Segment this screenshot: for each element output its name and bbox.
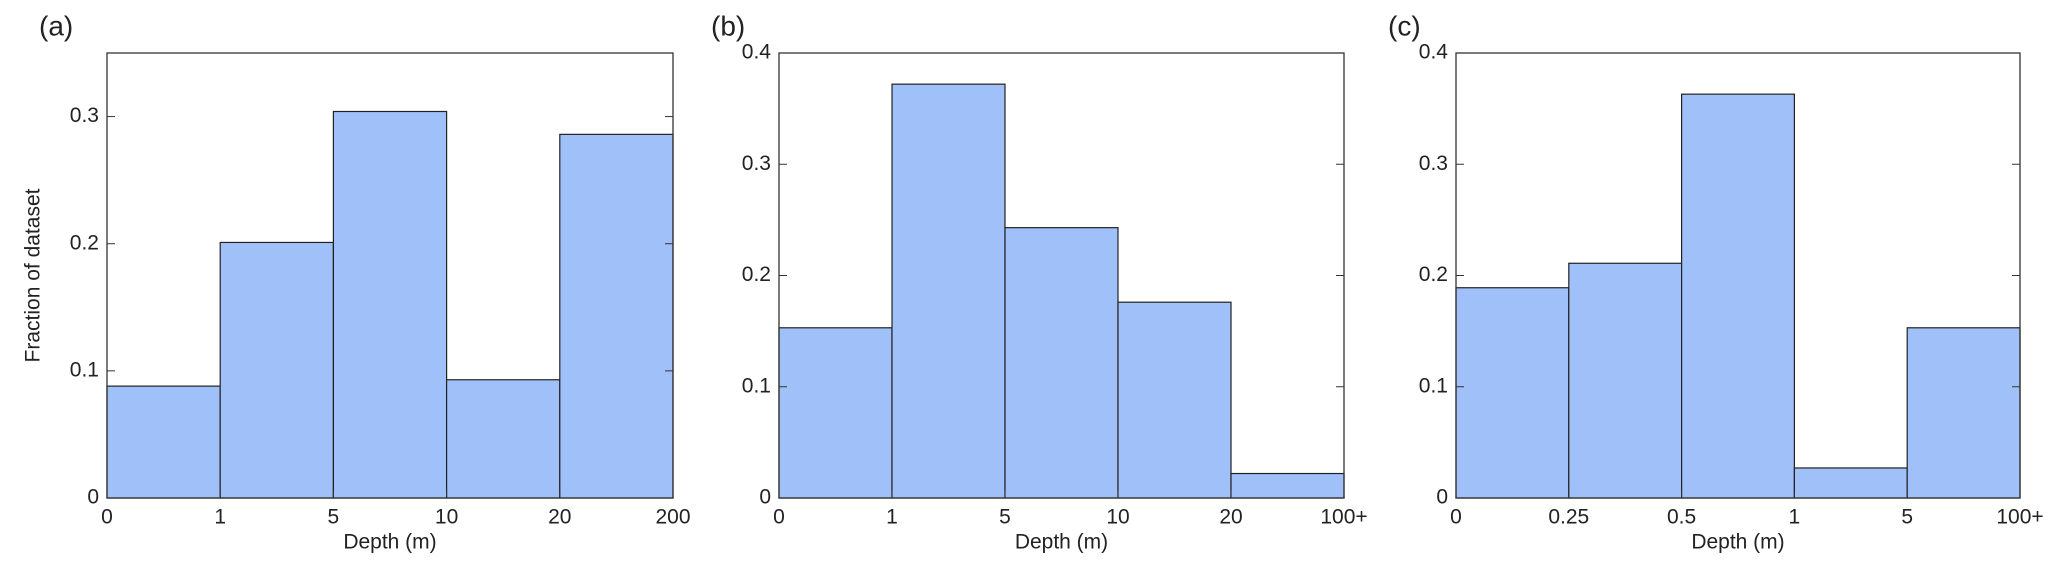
x-tick-label: 5 xyxy=(1901,506,1913,529)
y-tick-label: 0.2 xyxy=(70,231,99,254)
bar xyxy=(1230,472,1345,499)
y-tick-label: 0.3 xyxy=(70,104,99,127)
x-tick-label: 20 xyxy=(548,506,571,529)
bar xyxy=(219,241,334,499)
bar xyxy=(332,110,448,499)
y-tick-label: 0.1 xyxy=(70,358,99,381)
y-tick-label: 0.1 xyxy=(742,374,771,397)
panel-label: (a) xyxy=(39,10,73,41)
x-tick-label: 0.5 xyxy=(1667,506,1696,529)
x-tick-label: 20 xyxy=(1219,506,1242,529)
x-tick-label: 0 xyxy=(773,506,785,529)
bar xyxy=(1680,93,1795,499)
x-tick-label: 200 xyxy=(655,506,690,529)
y-tick-label: 0.3 xyxy=(742,152,771,175)
bar xyxy=(1793,467,1908,499)
x-tick-label: 10 xyxy=(435,506,458,529)
x-tick-label: 1 xyxy=(886,506,898,529)
x-tick-label: 1 xyxy=(214,506,226,529)
y-axis-label: Fraction of dataset xyxy=(22,188,45,362)
x-axis-label: Depth (m) xyxy=(343,531,436,554)
x-tick-label: 0 xyxy=(1450,506,1462,529)
bar xyxy=(778,327,893,499)
x-tick-label: 5 xyxy=(999,506,1011,529)
y-tick-label: 0.4 xyxy=(742,41,772,64)
plot-frame xyxy=(106,52,674,499)
y-tick-label: 0.2 xyxy=(1419,263,1448,286)
x-tick-label: 5 xyxy=(328,506,340,529)
y-tick-label: 0.4 xyxy=(1419,41,1449,64)
y-tick-label: 0 xyxy=(87,486,99,509)
x-tick-label: 1 xyxy=(1789,506,1801,529)
bar xyxy=(106,385,221,499)
y-tick-label: 0 xyxy=(1436,486,1448,509)
bar xyxy=(559,133,674,499)
panel-label: (b) xyxy=(711,10,745,41)
bar xyxy=(1004,227,1119,499)
panel-label: (c) xyxy=(1388,10,1421,41)
bar xyxy=(891,83,1006,499)
x-tick-label: 100+ xyxy=(1996,506,2043,529)
y-tick-label: 0.3 xyxy=(1419,152,1448,175)
x-tick-label: 10 xyxy=(1106,506,1129,529)
bar xyxy=(1906,327,2021,499)
x-axis-label: Depth (m) xyxy=(1691,531,1784,554)
x-tick-label: 100+ xyxy=(1320,506,1367,529)
y-tick-label: 0 xyxy=(759,486,771,509)
y-tick-label: 0.1 xyxy=(1419,374,1448,397)
bar xyxy=(1455,287,1570,499)
x-axis-label: Depth (m) xyxy=(1015,531,1108,554)
x-tick-label: 0.25 xyxy=(1548,506,1589,529)
bar xyxy=(1117,301,1232,499)
x-tick-label: 0 xyxy=(101,506,113,529)
bar xyxy=(1568,262,1683,499)
bar xyxy=(446,379,561,499)
y-tick-label: 0.2 xyxy=(742,263,771,286)
